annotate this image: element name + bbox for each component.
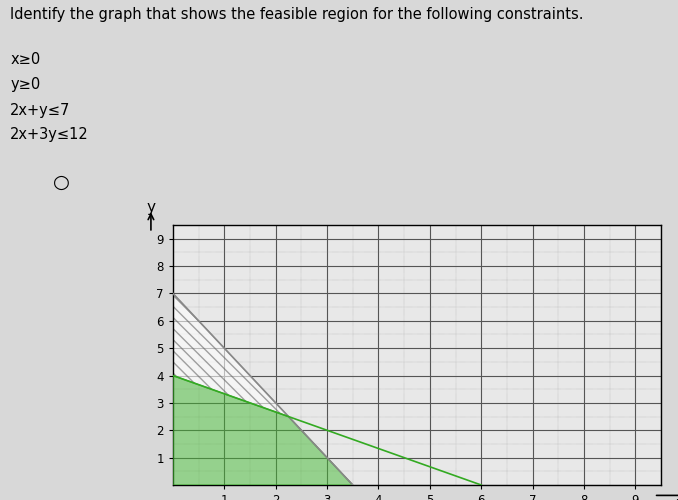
Text: x: x xyxy=(676,496,678,500)
Text: y: y xyxy=(146,200,155,214)
Text: y≥0: y≥0 xyxy=(10,78,41,92)
Text: 2x+3y≤12: 2x+3y≤12 xyxy=(10,128,89,142)
Polygon shape xyxy=(173,376,353,485)
Text: 2x+y≤7: 2x+y≤7 xyxy=(10,102,71,118)
Polygon shape xyxy=(173,294,353,485)
Text: x≥0: x≥0 xyxy=(10,52,41,68)
Text: Identify the graph that shows the feasible region for the following constraints.: Identify the graph that shows the feasib… xyxy=(10,8,584,22)
Text: ○: ○ xyxy=(52,173,70,192)
